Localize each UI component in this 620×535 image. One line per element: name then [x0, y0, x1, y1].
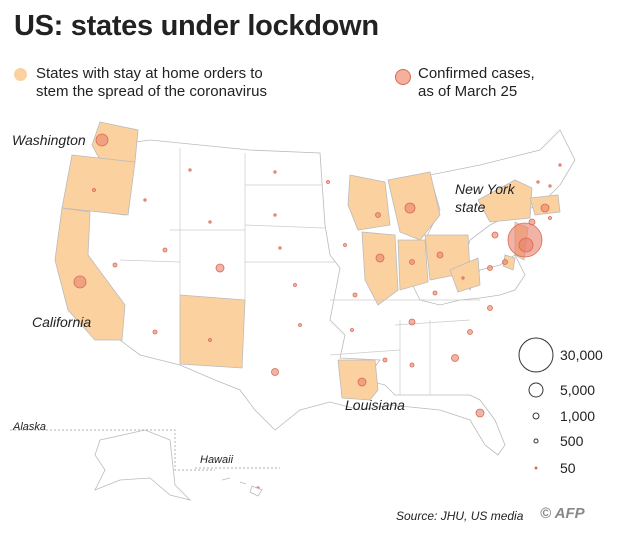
connecticut-cases — [528, 218, 536, 226]
texas-cases — [271, 368, 279, 376]
utah-cases — [162, 247, 168, 253]
wisconsin-state — [347, 174, 391, 231]
cases-legend-text: Confirmed cases, as of March 25 — [418, 65, 535, 101]
indiana-state — [397, 239, 429, 291]
michigan-cases — [404, 202, 416, 214]
kentucky-cases — [432, 290, 438, 296]
ohio-cases — [436, 251, 444, 259]
size-500-circle — [533, 438, 539, 444]
afp-logo: © AFP — [540, 505, 585, 522]
louisiana-cases — [357, 377, 367, 387]
new-mexico-cases — [208, 338, 212, 342]
lockdown-legend-line2: stem the spread of the coronavirus — [36, 83, 267, 100]
hawaii-label: Hawaii — [200, 454, 234, 466]
map-title: US: states under lockdown — [14, 10, 379, 42]
nc-cases — [487, 305, 493, 311]
north-dakota-cases — [273, 170, 277, 174]
new-york-state — [477, 179, 533, 223]
state-borders — [119, 148, 480, 395]
florida-cases — [475, 408, 485, 418]
west-virginia-cases — [461, 276, 465, 280]
colorado-cases — [215, 263, 225, 273]
alaska-shape — [94, 429, 192, 501]
new-york-label-line1: New York — [455, 181, 516, 197]
massachusetts-cases — [540, 203, 550, 213]
arkansas-cases — [350, 328, 354, 332]
missouri-cases — [352, 292, 358, 298]
idaho-cases — [143, 198, 147, 202]
alaska-label: Alaska — [12, 421, 46, 433]
illinois-state — [361, 231, 399, 306]
case-circles — [73, 133, 562, 490]
size-50-circle — [534, 466, 538, 470]
iowa-cases — [343, 243, 347, 247]
montana-cases — [188, 168, 192, 172]
louisiana-state — [337, 359, 379, 401]
oklahoma-cases — [298, 323, 302, 327]
arizona-cases — [152, 329, 158, 335]
size-30000-circle — [518, 337, 554, 373]
size-legend-circles — [518, 337, 554, 470]
rhode-island-cases — [548, 216, 552, 220]
alabama-cases — [409, 362, 415, 368]
indiana-cases — [409, 259, 415, 265]
insets — [94, 429, 263, 501]
size-5000-circle — [528, 382, 544, 398]
new-hampshire-cases — [548, 184, 552, 188]
nevada-cases — [112, 262, 118, 268]
size-label-50: 50 — [560, 460, 576, 476]
cases-legend-swatch — [395, 69, 411, 85]
size-1000-circle — [532, 412, 540, 420]
kansas-cases — [293, 283, 297, 287]
size-label-30000: 30,000 — [560, 347, 603, 363]
vermont-cases — [536, 180, 540, 184]
louisiana-label: Louisiana — [345, 397, 405, 413]
washington-label: Washington — [12, 132, 86, 148]
minnesota-cases — [326, 180, 330, 184]
cases-legend-line2: as of March 25 — [418, 83, 518, 100]
maine-cases — [558, 163, 562, 167]
lockdown-legend-text: States with stay at home orders to stem … — [36, 65, 267, 101]
hawaii-shape — [221, 477, 263, 497]
other-states — [81, 129, 576, 456]
california-state — [54, 207, 126, 341]
illinois-cases — [375, 253, 385, 263]
california-label: California — [32, 314, 91, 330]
south-dakota-cases — [273, 213, 277, 217]
mississippi-cases — [382, 357, 388, 363]
size-label-5000: 5,000 — [560, 382, 596, 398]
lockdown-states — [54, 121, 561, 401]
oregon-state — [61, 154, 136, 216]
pennsylvania-cases — [491, 231, 499, 239]
virginia-cases — [487, 265, 493, 271]
tennessee-cases — [408, 318, 416, 326]
sc-cases — [467, 329, 473, 335]
new-mexico-state — [179, 294, 246, 369]
oregon-cases — [92, 188, 96, 192]
inset-dividers — [10, 429, 280, 471]
west-virginia-state — [449, 257, 481, 293]
size-label-1000: 1,000 — [560, 408, 596, 424]
new-york-label-line2: state — [455, 199, 486, 215]
cases-legend-line1: Confirmed cases, — [418, 65, 535, 82]
washington-cases — [95, 133, 109, 147]
source-credit: Source: JHU, US media — [396, 509, 524, 523]
new-jersey-cases — [518, 237, 534, 253]
lockdown-legend-swatch — [14, 68, 27, 81]
maryland-cases — [502, 259, 508, 265]
california-cases — [73, 275, 87, 289]
wyoming-cases — [208, 220, 212, 224]
size-label-500: 500 — [560, 433, 584, 449]
nebraska-cases — [278, 246, 282, 250]
lockdown-legend-line1: States with stay at home orders to — [36, 65, 263, 82]
georgia-cases — [451, 354, 459, 362]
wisconsin-cases — [375, 212, 381, 218]
